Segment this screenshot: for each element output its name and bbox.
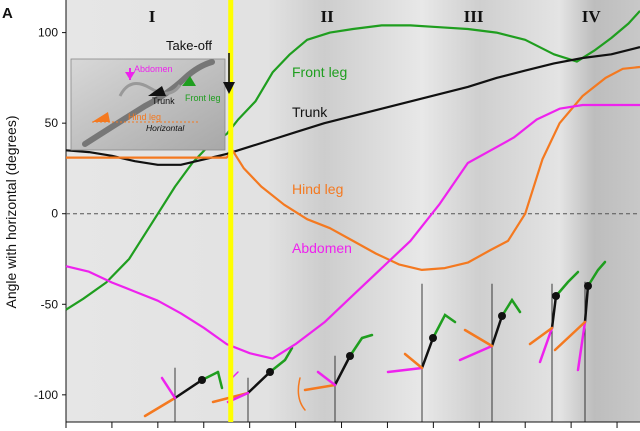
trunk-series-line: [65, 46, 640, 166]
phase-label: III: [464, 7, 484, 26]
inset-front-angle: [182, 76, 196, 86]
inset-specimen-shadow: [118, 82, 182, 97]
abdomen-series-line: [65, 103, 640, 360]
y-tick-label: 0: [51, 207, 58, 221]
inset-label-abdomen: Abdomen: [134, 64, 173, 74]
stick-figure: [553, 260, 607, 372]
abdomen-label: Abdomen: [292, 240, 352, 256]
phase-label: II: [321, 7, 335, 26]
inset-label-horizontal: Horizontal: [146, 123, 185, 133]
phase-label: IV: [582, 7, 602, 26]
y-tick-label: -50: [41, 297, 59, 311]
takeoff-label: Take-off: [166, 38, 212, 53]
front-leg-label: Front leg: [292, 64, 347, 80]
inset-abdomen-angle: [125, 72, 135, 80]
inset-diagram: Abdomen Trunk Front leg Hind leg Horizon…: [70, 58, 226, 151]
trunk-label: Trunk: [292, 104, 328, 120]
stick-figure: [297, 333, 374, 411]
takeoff-line: [228, 0, 234, 422]
hind-series-line: [66, 65, 640, 271]
inset-label-front-leg: Front leg: [185, 93, 221, 103]
stick-figure: [143, 370, 224, 418]
inset-trunk-angle: [148, 86, 166, 96]
inset-label-hind-leg: Hind leg: [128, 112, 161, 122]
takeoff-arrow-head: [223, 82, 235, 94]
stick-figure: [386, 313, 457, 374]
x-axis: [65, 421, 640, 428]
phase-label: I: [149, 7, 156, 26]
front-series-line: [65, 10, 640, 311]
y-axis-title: Angle with horizontal (degrees): [3, 116, 19, 309]
panel-letter: A: [2, 5, 13, 22]
phase-labels: I II III IV: [149, 7, 602, 26]
y-axis: -100 -50 0 50 100: [34, 0, 67, 422]
series-lines: [65, 10, 640, 360]
y-tick-label: 50: [45, 116, 59, 130]
stick-figure: [528, 270, 580, 364]
hind-leg-label: Hind leg: [292, 181, 343, 197]
inset-hind-angle: [92, 112, 110, 122]
stick-figure: [458, 297, 522, 362]
y-tick-label: 100: [38, 26, 58, 40]
y-tick-label: -100: [34, 388, 58, 402]
stick-figure-sequence: [143, 260, 607, 423]
inset-label-trunk: Trunk: [152, 96, 175, 106]
